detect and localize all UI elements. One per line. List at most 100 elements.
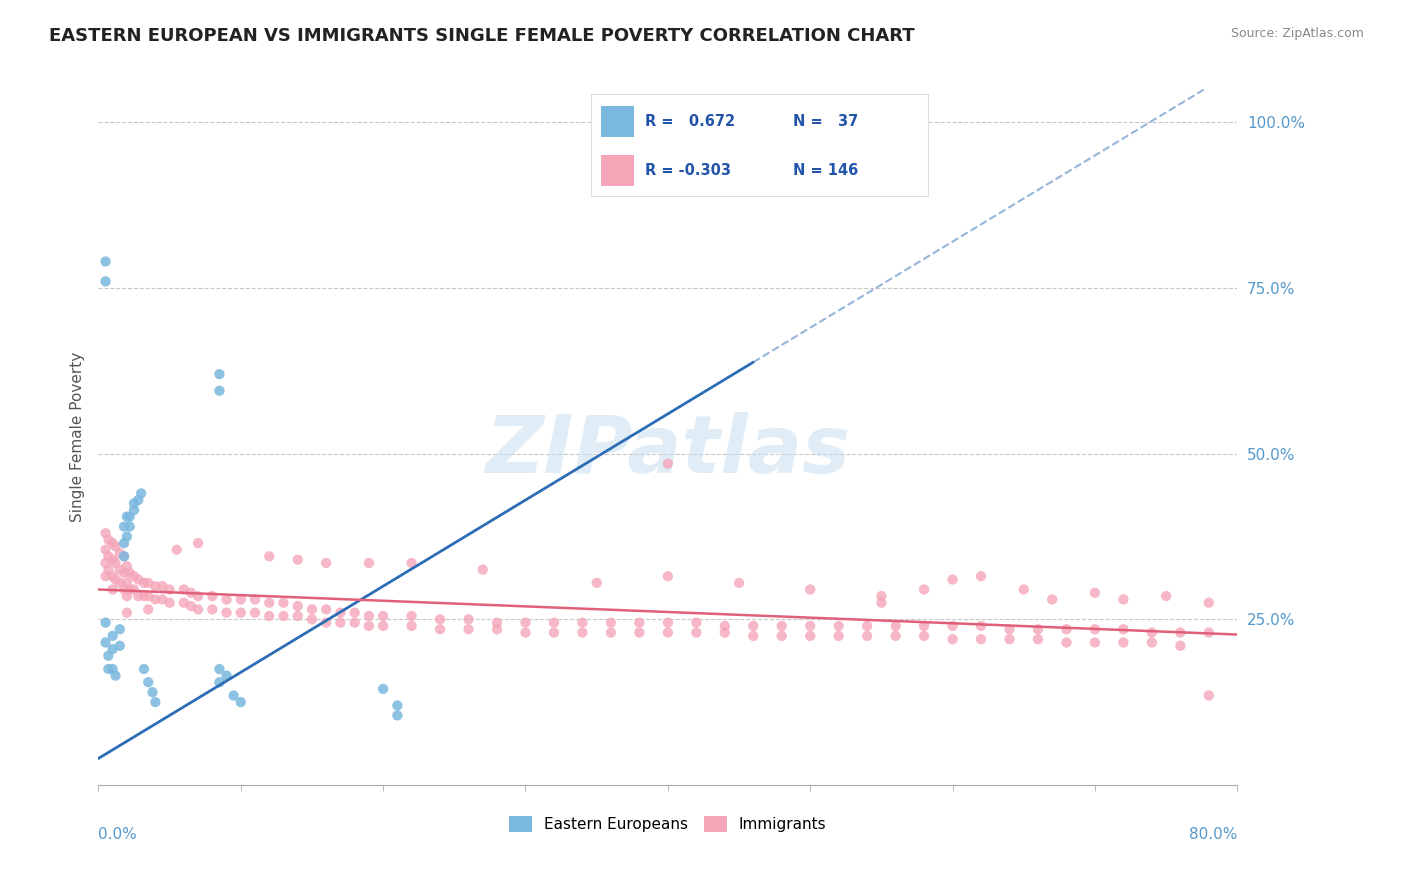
Point xyxy=(112,549,135,564)
Point xyxy=(108,639,131,653)
Point xyxy=(357,556,380,570)
Text: R =   0.672: R = 0.672 xyxy=(644,114,735,128)
Point xyxy=(115,559,138,574)
Point xyxy=(657,615,679,630)
Point xyxy=(870,596,893,610)
Point xyxy=(401,609,423,624)
Point xyxy=(122,503,145,517)
Point xyxy=(118,582,141,597)
Point xyxy=(870,589,893,603)
Point xyxy=(94,569,117,583)
Point xyxy=(1112,622,1135,636)
Point xyxy=(108,575,131,590)
Point xyxy=(1140,625,1163,640)
Point xyxy=(259,609,281,624)
Point xyxy=(1112,592,1135,607)
Point xyxy=(222,689,245,703)
Point xyxy=(1154,589,1177,603)
FancyBboxPatch shape xyxy=(600,155,634,186)
Point xyxy=(471,563,494,577)
Point xyxy=(571,625,593,640)
Point xyxy=(1170,639,1192,653)
Point xyxy=(94,556,117,570)
Point xyxy=(329,606,352,620)
Point xyxy=(127,573,149,587)
Point xyxy=(145,592,167,607)
Point xyxy=(742,619,765,633)
Point xyxy=(215,606,238,620)
Point xyxy=(942,619,965,633)
Point xyxy=(115,606,138,620)
Point xyxy=(94,274,117,288)
Point xyxy=(104,540,127,554)
Point xyxy=(97,662,120,676)
Point xyxy=(180,599,202,613)
Point xyxy=(657,569,679,583)
Point xyxy=(132,662,155,676)
Text: EASTERN EUROPEAN VS IMMIGRANTS SINGLE FEMALE POVERTY CORRELATION CHART: EASTERN EUROPEAN VS IMMIGRANTS SINGLE FE… xyxy=(49,27,915,45)
Point xyxy=(97,533,120,547)
Point xyxy=(115,589,138,603)
Point xyxy=(180,586,202,600)
Point xyxy=(112,549,135,564)
Point xyxy=(122,569,145,583)
Point xyxy=(94,526,117,541)
Point xyxy=(343,615,366,630)
Point xyxy=(166,542,188,557)
Point xyxy=(329,615,352,630)
Point xyxy=(132,589,155,603)
Point xyxy=(685,615,707,630)
Point xyxy=(118,509,141,524)
Point xyxy=(145,579,167,593)
Point xyxy=(101,582,124,597)
Point xyxy=(429,612,451,626)
Point xyxy=(1084,622,1107,636)
Point xyxy=(108,546,131,560)
Point xyxy=(1012,582,1035,597)
Point xyxy=(243,592,266,607)
Point xyxy=(912,619,935,633)
Point xyxy=(259,549,281,564)
Point xyxy=(657,625,679,640)
Point xyxy=(628,615,651,630)
Legend: Eastern Europeans, Immigrants: Eastern Europeans, Immigrants xyxy=(502,809,834,840)
Point xyxy=(1198,625,1220,640)
Point xyxy=(828,619,851,633)
Point xyxy=(998,622,1021,636)
Point xyxy=(970,632,993,647)
Point xyxy=(714,625,737,640)
Point xyxy=(799,629,821,643)
FancyBboxPatch shape xyxy=(600,106,634,136)
Point xyxy=(770,619,793,633)
Point xyxy=(118,519,141,533)
Point xyxy=(187,589,209,603)
Point xyxy=(401,619,423,633)
Point xyxy=(1198,596,1220,610)
Point xyxy=(115,575,138,590)
Point xyxy=(287,609,309,624)
Point xyxy=(122,582,145,597)
Point xyxy=(132,575,155,590)
Point xyxy=(108,622,131,636)
Point xyxy=(104,573,127,587)
Point xyxy=(112,536,135,550)
Point xyxy=(884,619,907,633)
Point xyxy=(159,596,181,610)
Point xyxy=(657,457,679,471)
Point xyxy=(1040,592,1063,607)
Point xyxy=(942,632,965,647)
Point xyxy=(515,615,537,630)
Text: Source: ZipAtlas.com: Source: ZipAtlas.com xyxy=(1230,27,1364,40)
Point xyxy=(208,662,231,676)
Point xyxy=(136,575,159,590)
Point xyxy=(856,629,879,643)
Point xyxy=(1112,635,1135,649)
Point xyxy=(94,635,117,649)
Point xyxy=(187,536,209,550)
Point xyxy=(714,619,737,633)
Point xyxy=(1170,625,1192,640)
Point xyxy=(1056,635,1078,649)
Point xyxy=(543,625,565,640)
Text: R = -0.303: R = -0.303 xyxy=(644,163,731,178)
Point xyxy=(101,552,124,566)
